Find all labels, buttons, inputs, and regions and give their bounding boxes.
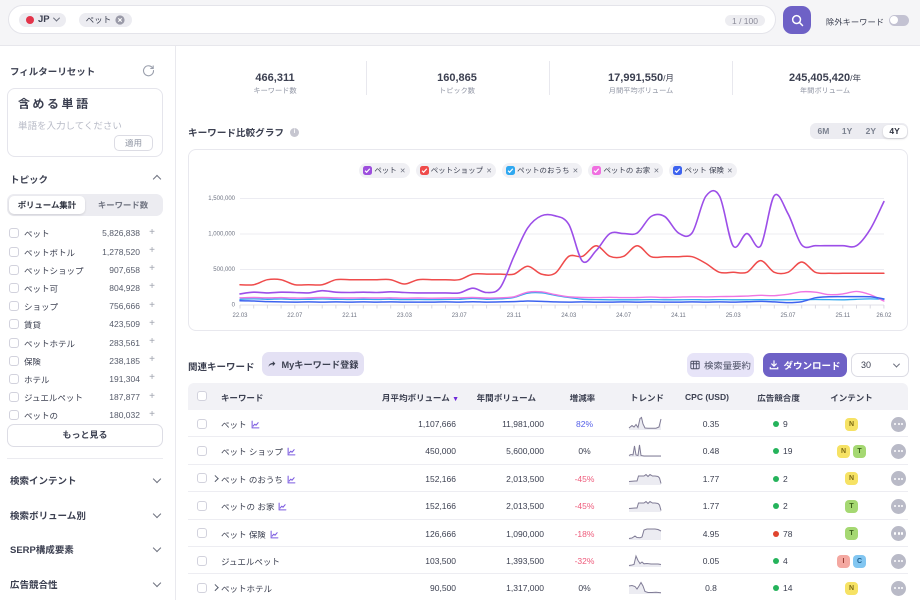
svg-text:1,000,000: 1,000,000 — [208, 232, 235, 238]
svg-text:24.03: 24.03 — [561, 313, 577, 319]
svg-text:25.07: 25.07 — [780, 313, 796, 319]
svg-text:0: 0 — [232, 303, 236, 309]
svg-text:23.07: 23.07 — [452, 313, 468, 319]
svg-text:22.03: 22.03 — [232, 313, 248, 319]
svg-text:25.11: 25.11 — [836, 313, 851, 319]
svg-text:26.02: 26.02 — [876, 313, 892, 319]
svg-text:23.03: 23.03 — [397, 313, 413, 319]
svg-text:25.03: 25.03 — [726, 313, 742, 319]
svg-text:500,000: 500,000 — [213, 267, 235, 273]
svg-text:24.07: 24.07 — [616, 313, 632, 319]
svg-text:1,500,000: 1,500,000 — [208, 196, 235, 202]
svg-text:22.11: 22.11 — [342, 313, 357, 319]
svg-text:24.11: 24.11 — [671, 313, 686, 319]
svg-text:22.07: 22.07 — [287, 313, 303, 319]
svg-text:23.11: 23.11 — [507, 313, 522, 319]
